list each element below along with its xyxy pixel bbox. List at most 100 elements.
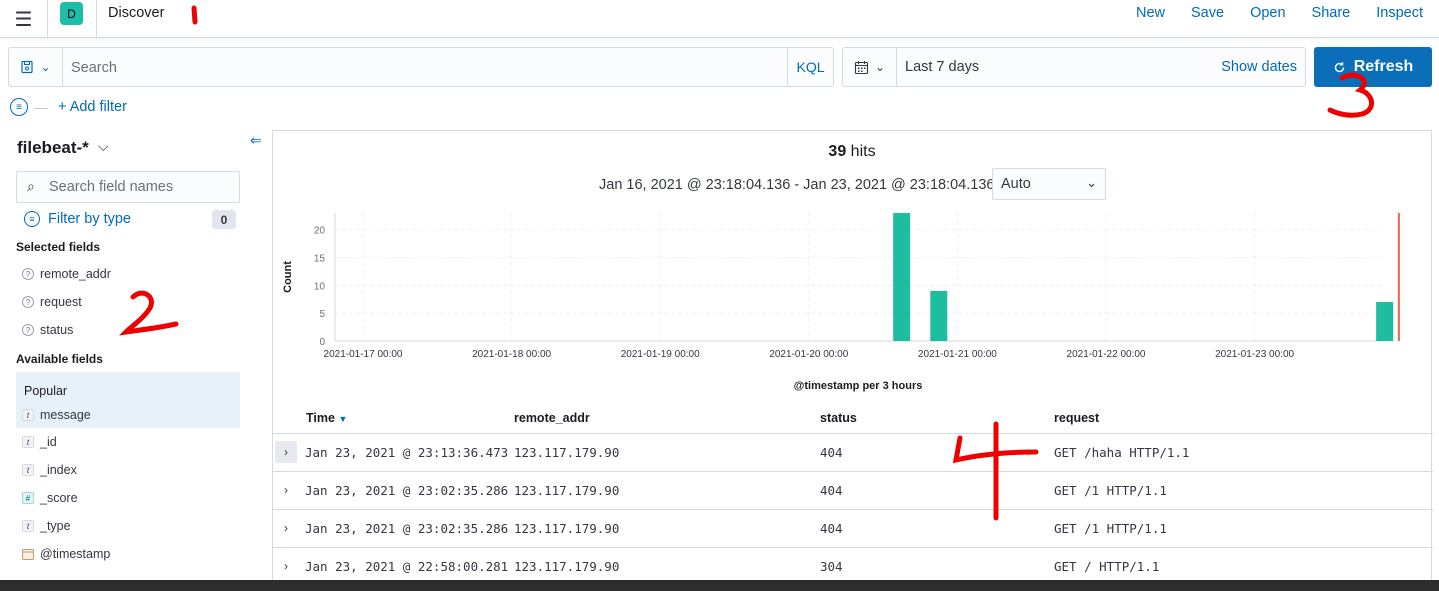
field-name: remote_addr — [40, 267, 111, 281]
y-tick-label: 15 — [314, 254, 326, 265]
y-tick-label: 5 — [319, 309, 325, 320]
chevron-down-icon[interactable]: ⌵ — [98, 138, 109, 154]
field-item[interactable]: t message — [22, 408, 91, 422]
y-tick-label: 10 — [314, 281, 326, 292]
space-avatar[interactable]: D — [60, 2, 83, 25]
histogram-date-range: Jan 16, 2021 @ 23:18:04.136 - Jan 23, 20… — [599, 177, 995, 193]
x-tick-label: 2021-01-17 00:00 — [324, 349, 403, 360]
y-tick-label: 20 — [314, 226, 326, 237]
refresh-button[interactable]: Refresh — [1314, 47, 1432, 87]
x-tick-label: 2021-01-22 00:00 — [1067, 349, 1146, 360]
cell-request: GET / HTTP/1.1 — [1054, 559, 1160, 574]
cell-remote-addr: 123.117.179.90 — [514, 521, 620, 536]
os-taskbar — [0, 580, 1439, 591]
field-name: message — [40, 408, 91, 422]
sort-desc-icon[interactable]: ▼ — [338, 414, 348, 424]
field-item[interactable]: ? request — [22, 295, 82, 309]
histogram-chart[interactable]: 0 5 10 15 20 2021-01-17 00:00 2021-01-18 00:00… — [273, 205, 1431, 401]
expand-row-icon[interactable]: › — [284, 521, 288, 535]
calendar-icon — [854, 60, 869, 74]
index-pattern-selector[interactable]: filebeat-* — [17, 138, 89, 157]
x-tick-label: 2021-01-18 00:00 — [472, 349, 551, 360]
cell-request: GET /1 HTTP/1.1 — [1054, 483, 1167, 498]
cell-remote-addr: 123.117.179.90 — [514, 483, 620, 498]
string-type-icon: t — [22, 436, 34, 448]
field-item[interactable]: # _score — [22, 491, 78, 505]
filter-by-type-button[interactable]: ≡ Filter by type — [24, 211, 131, 227]
x-tick-label: 2021-01-20 00:00 — [769, 349, 848, 360]
table-row[interactable]: › Jan 23, 2021 @ 22:58:00.281 123.117.17… — [273, 547, 1433, 585]
column-header-status[interactable]: status — [820, 411, 857, 425]
saved-query-button[interactable]: ⌄ — [9, 48, 63, 86]
histogram-bar[interactable] — [1376, 302, 1394, 341]
field-search-placeholder: Search field names — [49, 179, 174, 195]
x-tick-label: 2021-01-21 00:00 — [918, 349, 997, 360]
filter-count-badge: 0 — [212, 210, 236, 229]
saved-query-icon — [21, 60, 34, 74]
column-header-remote-addr[interactable]: remote_addr — [514, 411, 590, 425]
add-filter-button[interactable]: + Add filter — [58, 99, 127, 115]
cell-status: 304 — [820, 559, 843, 574]
x-axis-title: @timestamp per 3 hours — [794, 380, 923, 392]
kql-button[interactable]: KQL — [787, 48, 833, 86]
field-name: request — [40, 295, 82, 309]
cell-time: Jan 23, 2021 @ 23:02:35.286 — [305, 521, 509, 536]
field-item[interactable]: t _type — [22, 519, 71, 533]
open-link[interactable]: Open — [1250, 5, 1286, 21]
cell-time: Jan 23, 2021 @ 23:13:36.473 — [305, 445, 509, 460]
collapse-sidebar-icon[interactable]: ⇐ — [250, 132, 262, 148]
filter-divider: — — [34, 99, 48, 115]
field-item[interactable]: t _index — [22, 463, 77, 477]
histogram-bar[interactable] — [893, 213, 911, 341]
field-name: _index — [40, 463, 77, 477]
histogram-bar[interactable] — [930, 290, 948, 341]
cell-remote-addr: 123.117.179.90 — [514, 445, 620, 460]
field-sidebar: filebeat-* ⌵ ⇐ ⌕ Search field names ≡ Fi… — [0, 126, 270, 591]
field-name: _score — [40, 491, 78, 505]
column-header-time[interactable]: Time ▼ — [306, 411, 347, 425]
available-fields-title: Available fields — [16, 352, 103, 366]
hits-number: 39 — [828, 143, 847, 160]
save-link[interactable]: Save — [1191, 5, 1225, 21]
quick-menu-button[interactable]: ⌄ — [843, 48, 897, 86]
table-row[interactable]: › Jan 23, 2021 @ 23:02:35.286 123.117.17… — [273, 471, 1433, 509]
field-item[interactable]: t _id — [22, 435, 57, 449]
header-divider — [96, 0, 97, 38]
expand-row-icon[interactable]: › — [284, 483, 288, 497]
column-label: Time — [306, 411, 335, 425]
cell-time: Jan 23, 2021 @ 23:02:35.286 — [305, 483, 509, 498]
field-search-input[interactable]: ⌕ Search field names — [16, 171, 240, 203]
field-name: _id — [40, 435, 57, 449]
cell-status: 404 — [820, 521, 843, 536]
new-link[interactable]: New — [1135, 5, 1165, 21]
filter-by-type-label: Filter by type — [48, 211, 131, 227]
filter-options-icon[interactable]: ≡ — [10, 98, 28, 116]
field-item[interactable]: ? status — [22, 323, 73, 337]
show-dates-link[interactable]: Show dates — [1221, 59, 1297, 75]
table-row[interactable]: › Jan 23, 2021 @ 23:02:35.286 123.117.17… — [273, 509, 1433, 547]
expand-row-icon[interactable]: › — [275, 441, 297, 463]
cell-request: GET /haha HTTP/1.1 — [1054, 445, 1190, 460]
time-range-label[interactable]: Last 7 days — [905, 59, 980, 75]
cell-request: GET /1 HTTP/1.1 — [1054, 521, 1167, 536]
hits-label: hits — [850, 143, 876, 160]
field-name: _type — [40, 519, 71, 533]
expand-row-icon[interactable]: › — [284, 559, 288, 573]
column-header-request[interactable]: request — [1054, 411, 1100, 425]
field-name: status — [40, 323, 74, 337]
unknown-type-icon: ? — [22, 268, 34, 280]
x-tick-label: 2021-01-23 00:00 — [1215, 349, 1294, 360]
top-menu-links: New Save Open Share Inspect — [1136, 5, 1439, 21]
share-link[interactable]: Share — [1311, 5, 1351, 21]
interval-value: Auto — [1001, 176, 1031, 192]
inspect-link[interactable]: Inspect — [1376, 5, 1423, 21]
refresh-label: Refresh — [1353, 58, 1414, 75]
cell-remote-addr: 123.117.179.90 — [514, 559, 620, 574]
popular-fields-group: Popular — [16, 372, 240, 428]
field-item[interactable]: ? remote_addr — [22, 267, 111, 281]
hamburger-menu-icon[interactable]: ☰ — [0, 0, 48, 38]
search-input[interactable]: Search — [71, 60, 117, 76]
interval-select[interactable]: Auto ⌄ — [992, 168, 1106, 200]
table-row[interactable]: › Jan 23, 2021 @ 23:13:36.473 123.117.17… — [273, 433, 1433, 471]
field-item[interactable]: @timestamp — [22, 547, 110, 561]
